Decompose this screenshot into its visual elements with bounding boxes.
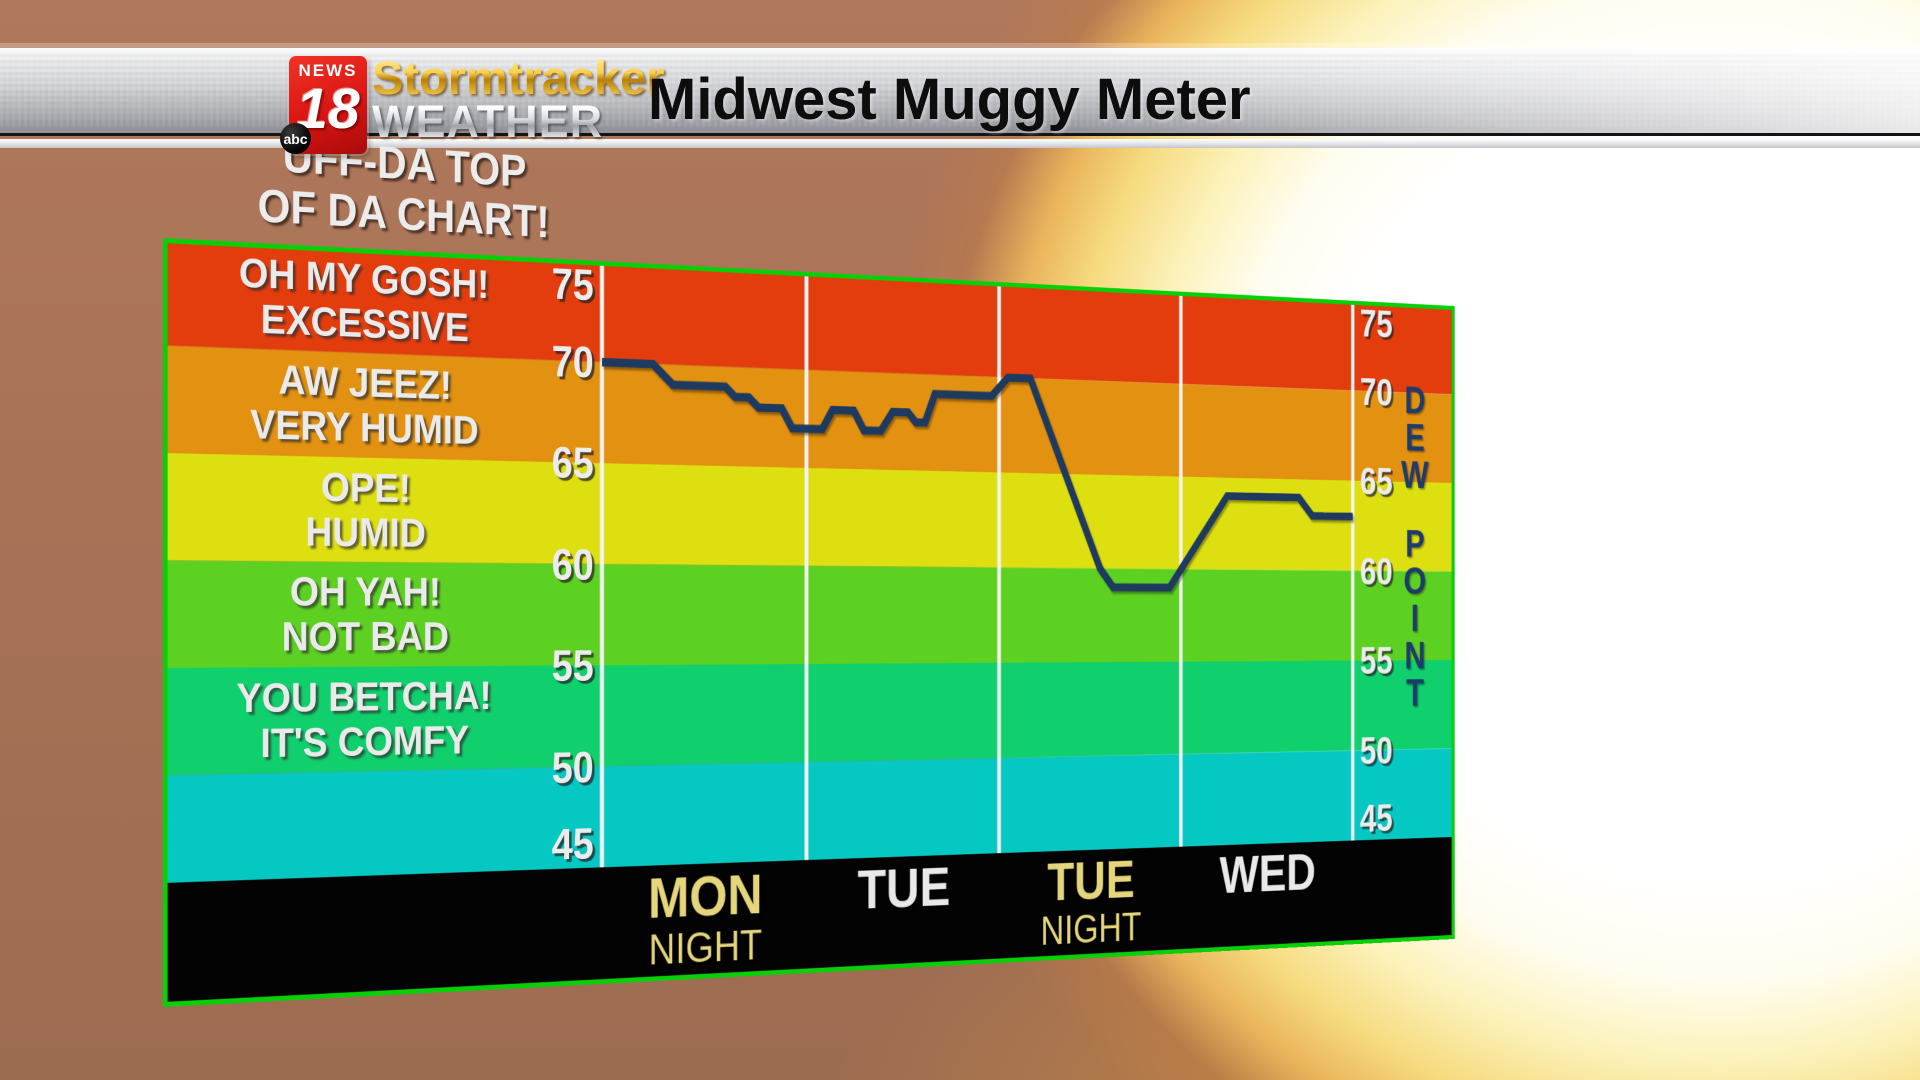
band-60-65 <box>163 453 1455 572</box>
x-label-day: WED <box>1219 842 1316 906</box>
header-bar: NEWS 18 abc Stormtracker WEATHER Midwest… <box>0 48 1920 154</box>
gridline-4 <box>1351 300 1355 841</box>
y-axis-title-letter: I <box>1410 596 1420 640</box>
y-tick-right-50: 50 <box>1359 728 1393 773</box>
stormtracker-brand: Stormtracker WEATHER <box>372 54 665 144</box>
x-section-0: MON NIGHT <box>602 862 806 984</box>
y-tick-left-65: 65 <box>551 437 594 488</box>
x-label-day: TUE <box>1047 849 1135 913</box>
band-45-50 <box>163 748 1455 883</box>
y-tick-left-55: 55 <box>551 640 594 691</box>
y-tick-left-75: 75 <box>551 258 594 310</box>
band-70-75 <box>163 238 1455 395</box>
y-tick-left-50: 50 <box>551 742 594 792</box>
x-section-3: WED <box>1181 842 1353 953</box>
gridline-1 <box>804 271 809 861</box>
gridline-0 <box>599 261 605 868</box>
header-top-glint <box>0 43 1920 48</box>
y-tick-left-45: 45 <box>551 818 594 870</box>
page-title: Midwest Muggy Meter <box>648 67 1251 132</box>
abc-network-icon: abc <box>280 123 311 154</box>
y-axis-title-letter: W <box>1401 452 1429 497</box>
x-section-1: TUE <box>806 855 999 973</box>
x-label-day: MON <box>647 862 763 932</box>
y-tick-left-60: 60 <box>551 539 594 589</box>
muggy-meter-chart: UFF-DA TOP OF DA CHART! OH MY GOSH! EXCES… <box>163 129 1455 1007</box>
y-axis-title-letter: P <box>1405 521 1425 566</box>
header-bar-bottom-edge <box>0 139 1920 148</box>
y-axis-title-letter: O <box>1403 559 1427 603</box>
x-label-period: NIGHT <box>648 920 762 974</box>
band-50-55 <box>163 659 1455 776</box>
y-tick-right-45: 45 <box>1359 795 1393 841</box>
y-axis-title-letter: T <box>1406 670 1424 715</box>
x-label-day: TUE <box>857 855 951 922</box>
brand-stormtracker: Stormtracker <box>372 51 665 104</box>
y-axis-title-letter: D <box>1404 378 1426 422</box>
y-axis-title-letter: E <box>1405 415 1425 460</box>
y-tick-right-75: 75 <box>1359 301 1393 347</box>
x-section-2: TUE NIGHT <box>999 848 1181 963</box>
band-55-60 <box>163 560 1455 668</box>
band-65-70 <box>163 345 1455 484</box>
x-label-period: NIGHT <box>1040 903 1142 954</box>
y-tick-left-70: 70 <box>551 335 594 387</box>
gridline-2 <box>997 281 1001 854</box>
news18-logo: NEWS 18 abc <box>280 56 367 154</box>
logo-news-text: NEWS <box>298 61 358 80</box>
y-axis-title-letter: N <box>1404 633 1426 677</box>
brand-weather: WEATHER <box>372 99 665 144</box>
